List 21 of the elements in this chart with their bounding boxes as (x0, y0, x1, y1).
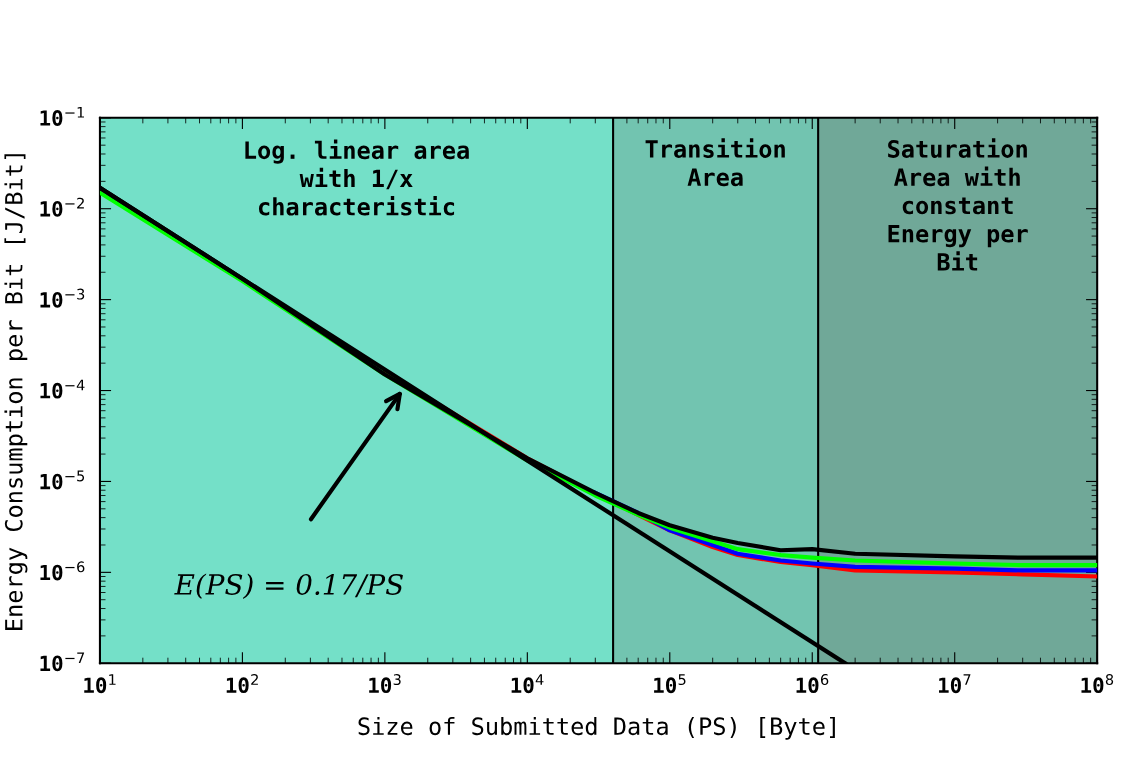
y-tick-label: 10$^{−4}$ (40, 379, 85, 399)
y-tick-label: 10$^{−5}$ (40, 470, 85, 490)
y-tick-label: 10$^{−3}$ (40, 288, 85, 308)
x-tick-label: 10$^{6}$ (796, 674, 829, 694)
band-label: Transition Area (645, 138, 785, 187)
band-label: Saturation Area with constant Energy per Bit (888, 138, 1028, 271)
y-axis-title: Energy Consumption per Bit [J/Bit] (4, 154, 28, 630)
y-tick-label: 10$^{−2}$ (40, 197, 84, 217)
x-tick-label: 10$^{8}$ (1081, 674, 1114, 694)
x-tick-label: 10$^{5}$ (654, 674, 686, 694)
y-tick-label: 10$^{−7}$ (40, 652, 85, 672)
y-tick-label: 10$^{−1}$ (40, 106, 84, 126)
annotation: E(PS) = 0.17/PS (174, 573, 403, 599)
x-tick-label: 10$^{7}$ (939, 674, 971, 694)
x-tick-label: 10$^{2}$ (226, 674, 258, 694)
x-tick-label: 10$^{4}$ (511, 674, 544, 694)
x-tick-label: 10$^{3}$ (369, 674, 401, 694)
x-tick-label: 10$^{1}$ (84, 674, 116, 694)
x-axis-title: Size of Submitted Data (PS) [Byte] (358, 716, 835, 740)
y-tick-label: 10$^{−6}$ (40, 561, 85, 581)
band-label: Log. linear area with 1/x characteristic (245, 139, 469, 216)
